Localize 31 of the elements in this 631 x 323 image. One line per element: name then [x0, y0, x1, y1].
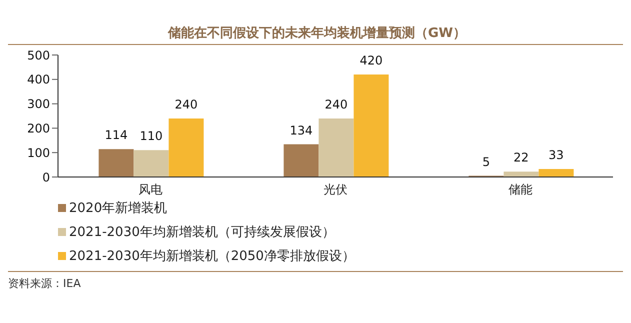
bar: [284, 144, 319, 177]
data-label: 22: [514, 150, 529, 165]
x-tick-label: 风电: [138, 182, 162, 197]
legend-label: 2020年新增装机: [69, 200, 168, 217]
bar: [538, 168, 574, 177]
text: 资料来源：IEA: [8, 276, 82, 291]
data-label: 420: [360, 54, 383, 68]
data-label: 240: [324, 97, 348, 112]
y-tick-label: 300: [27, 97, 50, 112]
data-label: 33: [548, 148, 564, 162]
legend-label: 2021-2030年均新增装机（2050净零排放假设）: [69, 248, 355, 265]
legend-label: 2021-2030年均新增装机（可持续发展假设）: [69, 224, 335, 241]
bar: [168, 118, 204, 177]
chart-title: 储能在不同假设下的未来年均装机增量预测（GW）: [8, 8, 623, 45]
y-tick-label: 500: [27, 48, 50, 62]
y-tick-label: 100: [27, 146, 50, 160]
bar: [318, 118, 354, 177]
x-tick-label: 储能: [508, 182, 532, 197]
bar: [504, 172, 539, 177]
y-tick-label: 0: [42, 170, 50, 184]
data-label: 5: [482, 154, 490, 169]
data-label: 240: [174, 97, 198, 112]
data-label: 110: [140, 129, 163, 144]
bar: [354, 74, 389, 177]
bar: [134, 150, 169, 177]
bar: [98, 149, 134, 177]
data-label: 114: [104, 128, 128, 142]
x-tick-label: 光伏: [324, 182, 348, 197]
y-tick-label: 200: [27, 121, 50, 136]
y-tick-label: 400: [27, 72, 50, 87]
data-label: 134: [290, 123, 313, 138]
